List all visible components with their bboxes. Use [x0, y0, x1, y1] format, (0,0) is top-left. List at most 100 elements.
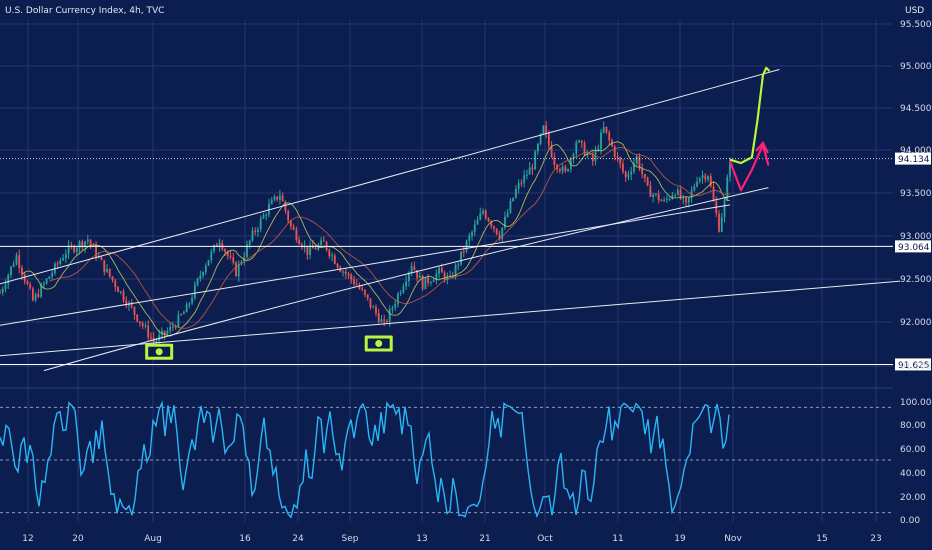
candle-body: [729, 162, 731, 177]
price-tick-5: 93.000: [900, 232, 932, 242]
candle-body: [663, 199, 666, 201]
grid-lines: [0, 20, 893, 522]
candle-body: [388, 309, 391, 322]
candle-body: [34, 294, 37, 301]
price-label-0: 94.134: [898, 155, 930, 165]
candle-body: [23, 274, 26, 282]
candle-body: [322, 240, 325, 242]
candle-body: [1, 289, 4, 293]
magenta-arrow-head: [755, 141, 769, 154]
candle-body: [10, 266, 12, 276]
candle-body: [405, 281, 408, 287]
candle-body: [328, 250, 331, 256]
time-tick-12: 15: [816, 534, 827, 544]
price-tick-6: 92.500: [900, 275, 932, 285]
candle-body: [21, 267, 23, 275]
candle-body: [451, 275, 454, 278]
candle-body: [130, 302, 133, 307]
candle-body: [501, 227, 504, 240]
candle-body: [624, 171, 627, 178]
time-tick-9: 11: [612, 534, 623, 544]
candle-body: [281, 195, 284, 202]
candlestick-series: [0, 120, 731, 348]
candle-body: [504, 216, 506, 228]
candle-body: [29, 284, 32, 289]
candle-body: [613, 146, 616, 157]
candle-body: [26, 281, 29, 285]
time-tick-4: 24: [292, 534, 304, 544]
candle-body: [342, 271, 344, 273]
candle-body: [163, 330, 166, 335]
candle-body: [141, 323, 144, 327]
candle-body: [495, 228, 498, 235]
candle-body: [468, 235, 471, 241]
candle-body: [246, 244, 248, 258]
candle-body: [270, 199, 273, 205]
candle-body: [226, 251, 229, 256]
candle-body: [471, 231, 473, 236]
candle-body: [202, 272, 204, 276]
candle-body: [262, 214, 265, 219]
candle-body: [685, 197, 687, 203]
candle-body: [457, 264, 460, 266]
candle-body: [48, 276, 51, 279]
green-projection: [729, 66, 771, 165]
candle-body: [578, 140, 580, 143]
candle-body: [635, 156, 638, 164]
candle-body: [204, 265, 207, 273]
candle-body: [696, 181, 698, 187]
chart-title: U.S. Dollar Currency Index, 4h, TVC: [5, 6, 164, 16]
osc-tick-3: 40.00: [900, 469, 926, 479]
time-tick-5: Sep: [342, 534, 359, 544]
candle-body: [188, 303, 191, 305]
candle-body: [487, 218, 490, 222]
candle-body: [67, 245, 70, 254]
price-label-box-2: [895, 358, 931, 371]
candle-body: [265, 214, 268, 216]
candle-body: [364, 289, 366, 295]
candle-body: [657, 193, 660, 201]
candle-body: [591, 153, 594, 162]
channel-line-2: [0, 280, 901, 357]
magenta-projection: [728, 143, 770, 192]
price-tick-8: 91.500: [900, 362, 932, 372]
candle-body: [473, 224, 476, 232]
candle-body: [583, 143, 586, 156]
candle-body: [325, 241, 328, 251]
candle-body: [320, 240, 322, 245]
candle-body: [210, 251, 213, 261]
candle-body: [517, 183, 520, 189]
price-tick-4: 93.500: [900, 189, 932, 199]
candle-body: [306, 245, 309, 255]
candle-body: [668, 198, 671, 200]
candle-body: [380, 319, 383, 323]
time-tick-7: 21: [479, 534, 490, 544]
candle-body: [671, 195, 674, 199]
candle-body: [564, 166, 567, 172]
candle-body: [630, 171, 633, 175]
candle-body: [18, 255, 21, 268]
candle-body: [37, 294, 40, 297]
candle-body: [660, 200, 663, 202]
candle-body: [372, 306, 375, 308]
candle-body: [158, 334, 161, 341]
candle-body: [375, 306, 377, 314]
candle-body: [558, 169, 561, 172]
candle-body: [506, 212, 509, 217]
candle-body: [460, 251, 462, 265]
candle-body: [64, 253, 67, 259]
candle-body: [526, 174, 528, 176]
candle-body: [482, 210, 484, 214]
candle-body: [427, 277, 430, 284]
candle-body: [147, 325, 150, 338]
candle-body: [476, 219, 479, 225]
candle-body: [655, 193, 657, 195]
candle-body: [498, 234, 501, 240]
candle-body: [15, 255, 18, 265]
dollar-marker-coin-0: [155, 348, 163, 356]
time-tick-0: 12: [22, 534, 33, 544]
candle-body: [553, 157, 556, 165]
candle-body: [509, 201, 512, 213]
candle-body: [528, 167, 531, 175]
